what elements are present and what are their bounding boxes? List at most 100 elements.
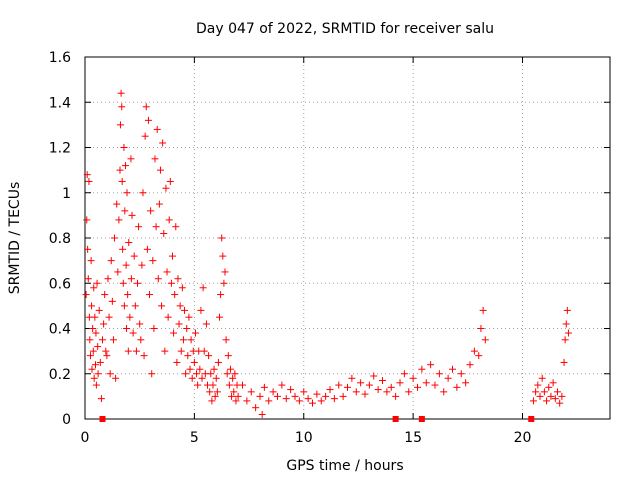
data-point bbox=[219, 252, 227, 260]
y-tick-label: 0.6 bbox=[49, 276, 71, 292]
data-point bbox=[462, 379, 470, 387]
data-point bbox=[121, 162, 129, 170]
data-point bbox=[109, 336, 117, 344]
data-point bbox=[317, 397, 325, 405]
data-point bbox=[392, 392, 400, 400]
data-point bbox=[287, 386, 295, 394]
data-point bbox=[218, 234, 226, 242]
data-point bbox=[230, 388, 238, 396]
data-point bbox=[344, 383, 351, 391]
data-point bbox=[150, 325, 158, 332]
data-point bbox=[128, 211, 136, 219]
data-point bbox=[370, 372, 378, 380]
data-point bbox=[164, 313, 172, 321]
data-point bbox=[84, 275, 92, 283]
data-point bbox=[181, 306, 189, 314]
y-tick-label: 1.4 bbox=[49, 95, 71, 111]
data-point bbox=[94, 370, 102, 378]
data-point bbox=[453, 383, 461, 391]
data-point bbox=[126, 313, 134, 321]
data-point bbox=[154, 275, 162, 283]
data-point bbox=[339, 392, 347, 400]
data-point bbox=[258, 410, 266, 418]
data-point bbox=[155, 200, 163, 208]
data-point bbox=[169, 252, 176, 260]
data-point bbox=[205, 352, 213, 360]
data-point bbox=[440, 388, 448, 396]
data-point bbox=[96, 358, 104, 366]
data-point bbox=[177, 347, 185, 355]
data-point bbox=[105, 313, 113, 321]
baseline-marker bbox=[418, 416, 425, 422]
data-point bbox=[132, 347, 140, 355]
data-point bbox=[543, 397, 551, 405]
data-point bbox=[431, 381, 439, 389]
data-point bbox=[111, 234, 119, 242]
data-point bbox=[209, 381, 217, 389]
data-point bbox=[90, 374, 98, 382]
data-point bbox=[122, 261, 130, 269]
data-point bbox=[193, 370, 201, 378]
data-point bbox=[211, 392, 219, 400]
x-axis-label: GPS time / hours bbox=[286, 458, 403, 474]
data-point bbox=[89, 325, 97, 332]
data-point bbox=[165, 216, 173, 224]
data-point bbox=[95, 306, 103, 314]
data-point bbox=[274, 392, 281, 400]
data-point bbox=[160, 229, 168, 237]
data-point bbox=[125, 239, 133, 247]
data-point bbox=[326, 386, 334, 394]
data-point bbox=[239, 381, 246, 389]
data-point bbox=[278, 381, 286, 389]
data-point bbox=[188, 374, 196, 382]
data-point bbox=[536, 392, 544, 400]
data-point bbox=[123, 189, 131, 197]
data-point bbox=[116, 166, 124, 174]
data-point bbox=[140, 352, 148, 360]
data-point bbox=[481, 336, 489, 344]
data-point bbox=[84, 245, 92, 253]
data-point bbox=[196, 365, 204, 373]
data-point bbox=[161, 347, 169, 355]
data-point bbox=[119, 279, 127, 287]
data-point bbox=[107, 257, 115, 265]
data-point bbox=[94, 343, 102, 351]
y-tick-label: 1 bbox=[62, 186, 71, 202]
data-point bbox=[187, 336, 195, 344]
data-point bbox=[348, 374, 356, 382]
data-point bbox=[175, 320, 183, 328]
data-point bbox=[529, 397, 537, 405]
data-point bbox=[208, 397, 216, 405]
data-point bbox=[466, 361, 474, 369]
data-point bbox=[231, 370, 239, 378]
data-point bbox=[152, 223, 160, 231]
data-point bbox=[226, 365, 234, 373]
data-point bbox=[141, 132, 149, 140]
data-point bbox=[88, 302, 96, 310]
data-point bbox=[247, 388, 255, 396]
data-point bbox=[214, 358, 222, 366]
data-point bbox=[172, 223, 180, 231]
data-point bbox=[199, 284, 207, 292]
data-point bbox=[556, 399, 564, 407]
data-point bbox=[304, 395, 312, 403]
data-point bbox=[200, 347, 208, 355]
data-point bbox=[549, 379, 557, 387]
data-point bbox=[422, 379, 430, 387]
data-point bbox=[144, 116, 152, 124]
data-point bbox=[186, 365, 194, 373]
data-point bbox=[252, 404, 260, 412]
data-point bbox=[300, 388, 308, 396]
data-point bbox=[225, 381, 233, 389]
data-point bbox=[158, 302, 166, 310]
x-tick-label: 15 bbox=[404, 430, 422, 446]
data-point bbox=[127, 155, 135, 163]
data-point bbox=[202, 320, 210, 328]
data-point bbox=[163, 268, 171, 276]
data-point bbox=[234, 392, 242, 400]
x-tick-label: 10 bbox=[295, 430, 313, 446]
data-point bbox=[114, 268, 122, 276]
data-point bbox=[335, 381, 343, 389]
data-point bbox=[113, 200, 121, 208]
data-point bbox=[119, 245, 127, 253]
